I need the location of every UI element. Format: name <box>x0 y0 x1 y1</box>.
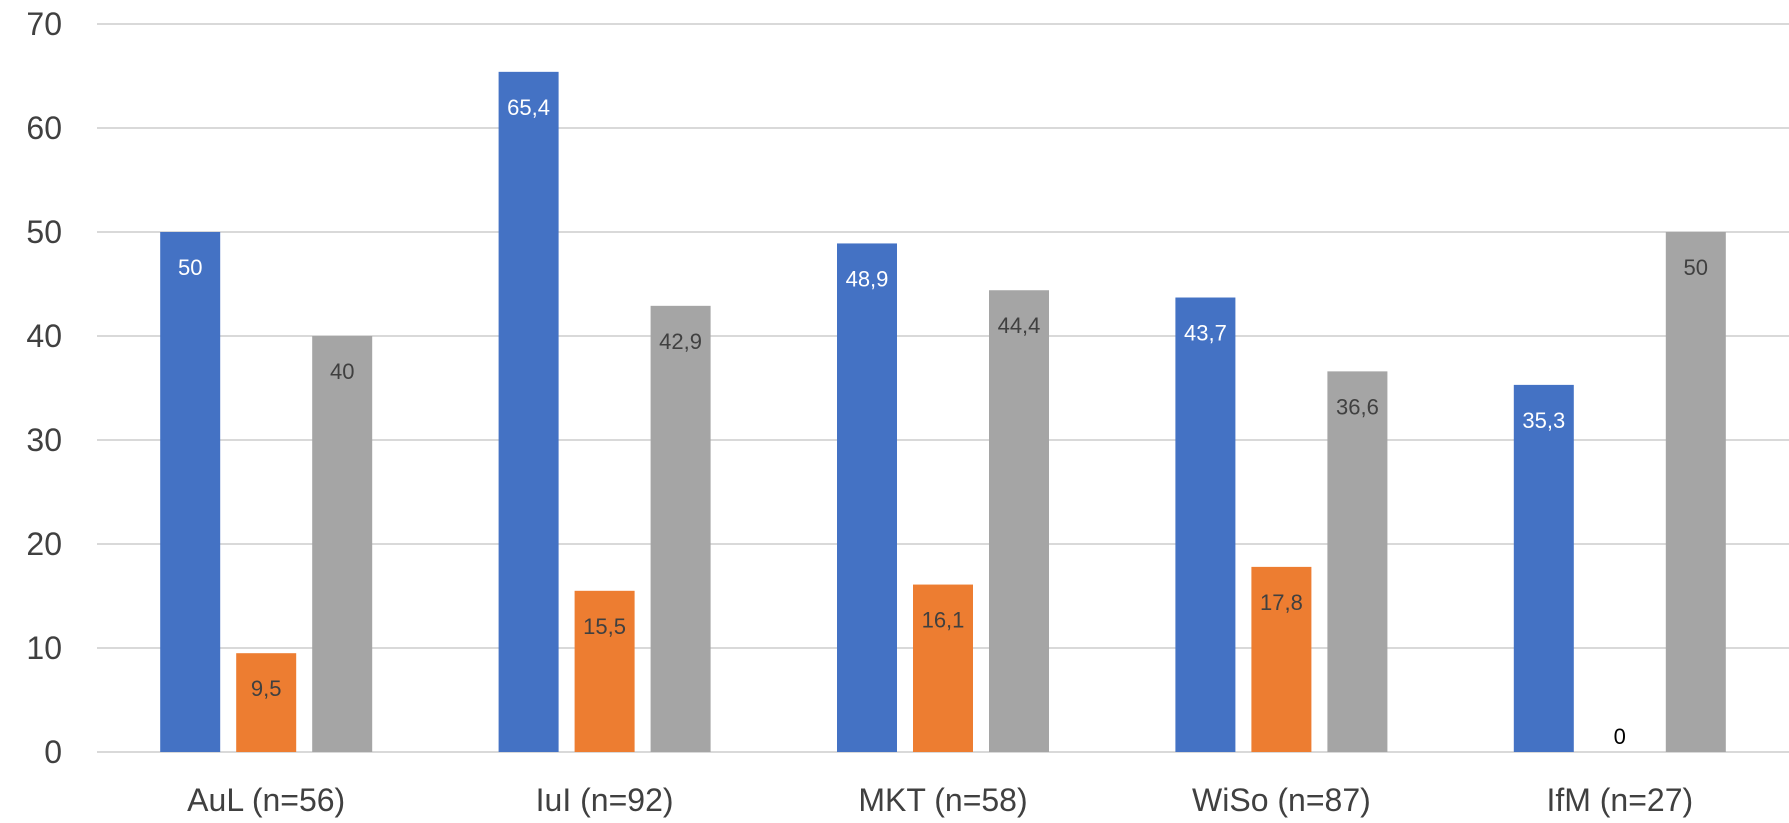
data-label: 36,6 <box>1336 394 1379 419</box>
y-tick-label: 30 <box>26 422 62 458</box>
bar-iui-series-2 <box>574 590 635 752</box>
gridlines <box>97 23 1789 753</box>
data-label: 65,4 <box>507 95 550 120</box>
data-label: 43,7 <box>1184 321 1227 346</box>
bar-wiso-series-3 <box>1327 371 1388 752</box>
y-tick-label: 10 <box>26 630 62 666</box>
data-label: 50 <box>1684 255 1708 280</box>
bar-wiso-series-2 <box>1251 566 1312 752</box>
x-tick-label: IfM (n=27) <box>1546 782 1693 818</box>
bar-aul-series-2 <box>236 653 297 752</box>
x-axis: AuL (n=56) IuI (n=92) MKT (n=58) WiSo (n=87… <box>187 782 1693 818</box>
bar-aul-series-1 <box>160 232 221 752</box>
data-label: 9,5 <box>251 676 282 701</box>
bar-ifm-series-3 <box>1665 232 1726 752</box>
bar-mkt-series-1 <box>837 243 897 752</box>
data-label: 40 <box>330 359 354 384</box>
y-tick-label: 50 <box>26 214 62 250</box>
y-axis: 0 10 20 30 40 50 60 70 <box>26 6 62 770</box>
data-label: 44,4 <box>998 313 1041 338</box>
bar-iui-series-3 <box>650 305 711 752</box>
y-tick-label: 60 <box>26 110 62 146</box>
bars <box>160 71 1726 753</box>
data-label: 15,5 <box>583 614 626 639</box>
data-label: 0 <box>1614 724 1626 749</box>
x-tick-label: IuI (n=92) <box>536 782 674 818</box>
x-tick-label: WiSo (n=87) <box>1192 782 1371 818</box>
data-label: 35,3 <box>1522 408 1565 433</box>
x-tick-label: AuL (n=56) <box>187 782 345 818</box>
y-tick-label: 20 <box>26 526 62 562</box>
bar-iui-series-1 <box>498 71 559 753</box>
data-labels: 50 9,5 40 65,4 15,5 42,9 48,9 16,1 44,4 43,7 17,8 3… <box>178 95 1708 749</box>
x-tick-label: MKT (n=58) <box>858 782 1027 818</box>
data-label: 42,9 <box>659 329 702 354</box>
bar-ifm-series-1 <box>1513 384 1574 752</box>
y-tick-label: 0 <box>44 734 62 770</box>
bar-aul-series-3 <box>312 336 373 752</box>
y-tick-label: 70 <box>26 6 62 42</box>
data-label: 17,8 <box>1260 590 1303 615</box>
bar-mkt-series-3 <box>989 290 1049 752</box>
data-label: 16,1 <box>922 608 965 633</box>
bar-mkt-series-2 <box>913 584 973 752</box>
data-label: 48,9 <box>846 266 889 291</box>
bar-wiso-series-1 <box>1175 297 1236 752</box>
data-label: 50 <box>178 255 202 280</box>
y-tick-label: 40 <box>26 318 62 354</box>
